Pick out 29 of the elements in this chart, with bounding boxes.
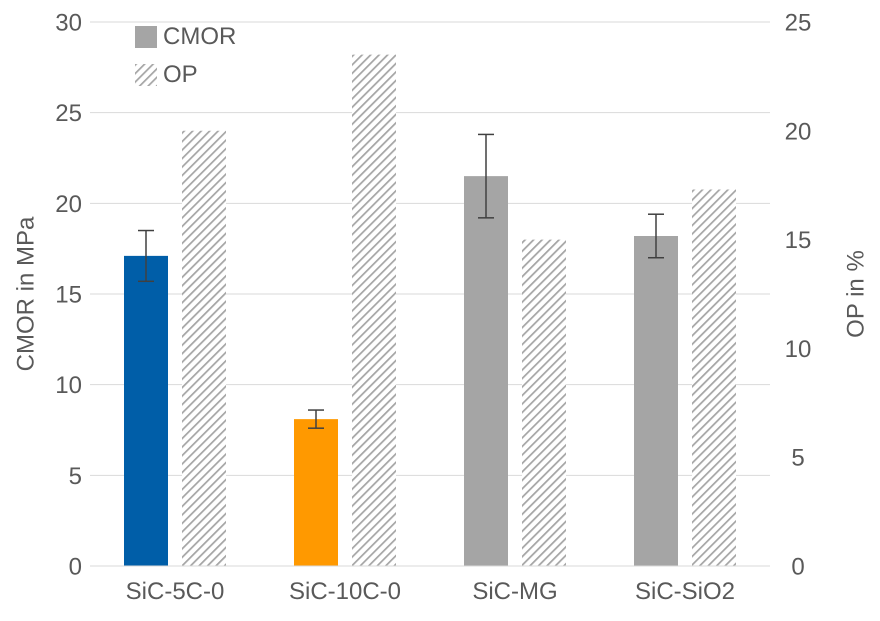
y-tick-label: 15 — [55, 282, 82, 309]
x-tick-label: SiC-10C-0 — [288, 578, 402, 606]
y2-tick-label: 10 — [784, 336, 812, 363]
bar — [692, 190, 736, 566]
y-tick-label: 20 — [55, 190, 82, 218]
y2-tick-label: 25 — [784, 10, 812, 37]
y2-tick-label: 15 — [784, 227, 812, 254]
y2-axis-title: OP in % — [842, 250, 870, 338]
x-tick-label: SiC-MG — [472, 578, 558, 606]
bar — [182, 130, 226, 566]
x-tick-label: SiC-5C-0 — [126, 578, 224, 606]
y-tick-label: 5 — [68, 462, 82, 490]
bar — [124, 256, 168, 566]
legend-label: OP — [163, 60, 198, 90]
bar — [522, 240, 566, 566]
y2-tick-label: 20 — [784, 118, 812, 146]
bar — [634, 236, 678, 566]
y-axis-title: CMOR in MPa — [12, 216, 40, 372]
bar — [464, 176, 508, 566]
bar — [294, 419, 338, 566]
y-tick-label: 30 — [55, 10, 82, 37]
bar — [352, 54, 396, 566]
y-tick-label: 10 — [55, 372, 82, 400]
y2-tick-label: 0 — [791, 554, 805, 581]
x-tick-label: SiC-SiO2 — [634, 578, 736, 606]
y-tick-label: 25 — [55, 100, 82, 128]
y2-tick-label: 5 — [791, 444, 805, 472]
legend-label: CMOR — [163, 22, 236, 52]
y-tick-label: 0 — [68, 554, 82, 581]
